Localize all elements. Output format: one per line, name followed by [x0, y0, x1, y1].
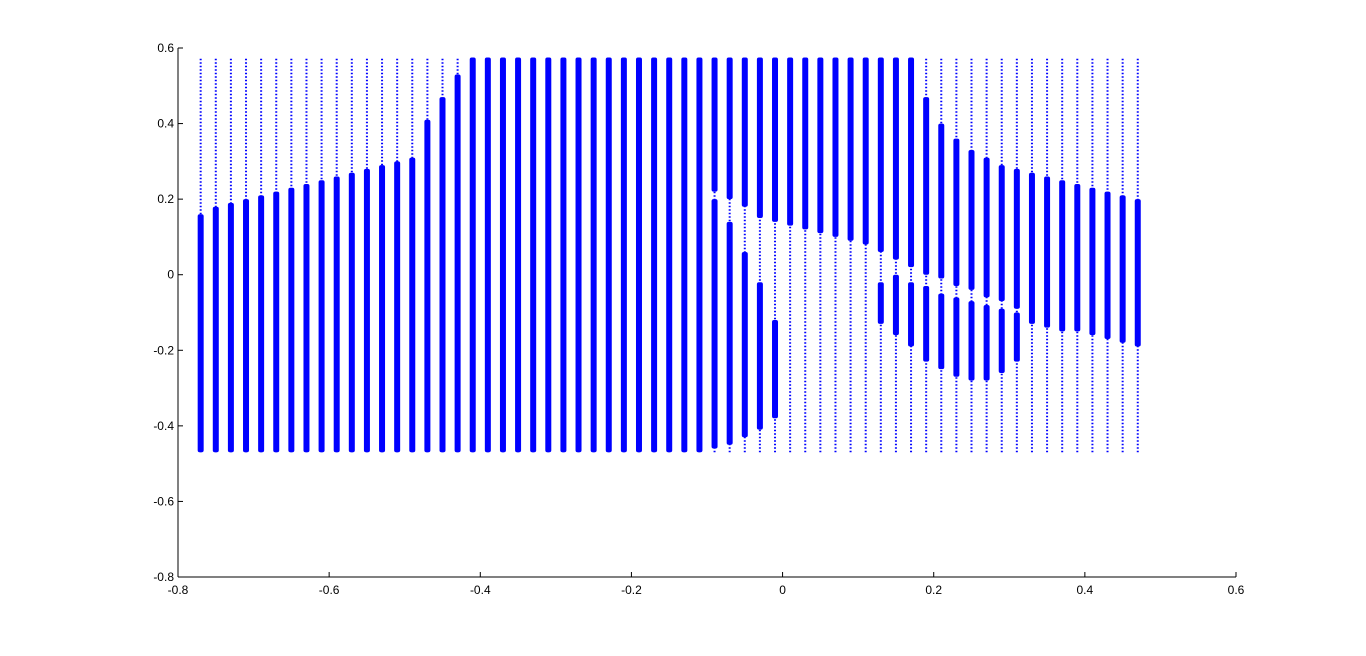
- thick-marker-column: [877, 282, 884, 324]
- y-tick-label: -0.4: [153, 419, 174, 433]
- thick-marker-column: [424, 119, 431, 453]
- thick-marker-column: [998, 165, 1005, 302]
- thick-marker-column: [892, 274, 899, 336]
- thick-marker-column: [212, 206, 219, 453]
- thick-marker-column: [379, 165, 386, 453]
- thick-marker-column: [635, 57, 642, 453]
- y-tick-label: 0.2: [157, 192, 174, 206]
- thick-marker-column: [273, 191, 280, 453]
- thick-marker-column: [953, 297, 960, 377]
- x-tick-label: 0.4: [1077, 583, 1094, 597]
- thick-marker-column: [348, 172, 355, 453]
- thick-marker-column: [1013, 168, 1020, 309]
- thick-marker-column: [681, 57, 688, 453]
- y-tick-label: 0.6: [157, 41, 174, 55]
- y-tick-label: 0.4: [157, 117, 174, 131]
- thick-marker-column: [772, 320, 779, 419]
- thick-marker-column: [363, 168, 370, 453]
- x-tick-label: 0.2: [925, 583, 942, 597]
- thick-marker-column: [333, 176, 340, 453]
- thick-marker-column: [817, 57, 824, 234]
- thick-marker-column: [711, 199, 718, 449]
- thick-marker-column: [575, 57, 582, 453]
- y-tick-label: -0.8: [153, 570, 174, 584]
- thick-marker-column: [1119, 195, 1126, 343]
- thick-marker-column: [469, 57, 476, 453]
- x-tick-label: -0.2: [621, 583, 642, 597]
- thick-marker-column: [409, 157, 416, 453]
- x-tick-label: -0.8: [168, 583, 189, 597]
- thick-marker-column: [696, 57, 703, 453]
- thick-marker-column: [499, 57, 506, 453]
- thick-marker-column: [968, 301, 975, 381]
- x-tick-label: 0: [779, 583, 786, 597]
- thick-marker-column: [1104, 191, 1111, 339]
- thick-marker-column: [530, 57, 537, 453]
- thick-marker-column: [983, 157, 990, 298]
- thick-marker-column: [847, 57, 854, 241]
- thick-marker-column: [862, 57, 869, 245]
- thick-marker-column: [1089, 187, 1096, 336]
- thick-marker-column: [620, 57, 627, 453]
- thick-marker-column: [590, 57, 597, 453]
- thick-marker-column: [243, 199, 250, 453]
- thick-marker-column: [756, 57, 763, 219]
- thick-marker-column: [1044, 176, 1051, 328]
- thick-marker-column: [666, 57, 673, 453]
- thick-marker-column: [1059, 180, 1066, 332]
- thick-marker-column: [756, 282, 763, 430]
- x-tick-label: -0.4: [470, 583, 491, 597]
- thick-marker-column: [923, 97, 930, 275]
- thick-marker-column: [484, 57, 491, 453]
- thick-marker-column: [998, 308, 1005, 373]
- thick-marker-column: [923, 286, 930, 362]
- thick-marker-column: [227, 202, 234, 453]
- thick-marker-column: [741, 252, 748, 438]
- y-tick-label: -0.2: [153, 343, 174, 357]
- thick-marker-column: [1028, 172, 1035, 324]
- thick-marker-column: [1013, 312, 1020, 362]
- thick-marker-column: [288, 187, 295, 453]
- thick-marker-column: [439, 97, 446, 453]
- thick-marker-column: [454, 74, 461, 453]
- thick-marker-column: [908, 57, 915, 268]
- x-tick-label: -0.6: [319, 583, 340, 597]
- thick-marker-column: [545, 57, 552, 453]
- thick-marker-column: [711, 57, 718, 192]
- thick-marker-column: [394, 161, 401, 453]
- thick-marker-column: [741, 57, 748, 207]
- thick-marker-column: [877, 57, 884, 253]
- thick-marker-column: [908, 282, 915, 347]
- thick-marker-column: [258, 195, 265, 453]
- thick-marker-column: [651, 57, 658, 453]
- thick-marker-column: [318, 180, 325, 453]
- thick-marker-column: [832, 57, 839, 237]
- thick-marker-column: [1074, 184, 1081, 332]
- thick-marker-column: [560, 57, 567, 453]
- thick-marker-column: [892, 57, 899, 260]
- x-tick-label: 0.6: [1228, 583, 1245, 597]
- thick-marker-column: [953, 138, 960, 287]
- thick-marker-column: [787, 57, 794, 226]
- thick-marker-column: [938, 123, 945, 279]
- thick-marker-column: [726, 221, 733, 445]
- thick-marker-column: [983, 304, 990, 381]
- y-tick-label: 0: [167, 268, 174, 282]
- thick-marker-column: [802, 57, 809, 230]
- thick-marker-column: [726, 57, 733, 200]
- thick-marker-column: [772, 57, 779, 222]
- thick-marker-column: [515, 57, 522, 453]
- thick-marker-column: [968, 150, 975, 290]
- thick-marker-column: [197, 214, 204, 453]
- thick-marker-column: [303, 184, 310, 453]
- thick-marker-column: [1134, 199, 1141, 347]
- y-tick-label: -0.6: [153, 494, 174, 508]
- thick-marker-column: [605, 57, 612, 453]
- thick-marker-column: [938, 293, 945, 370]
